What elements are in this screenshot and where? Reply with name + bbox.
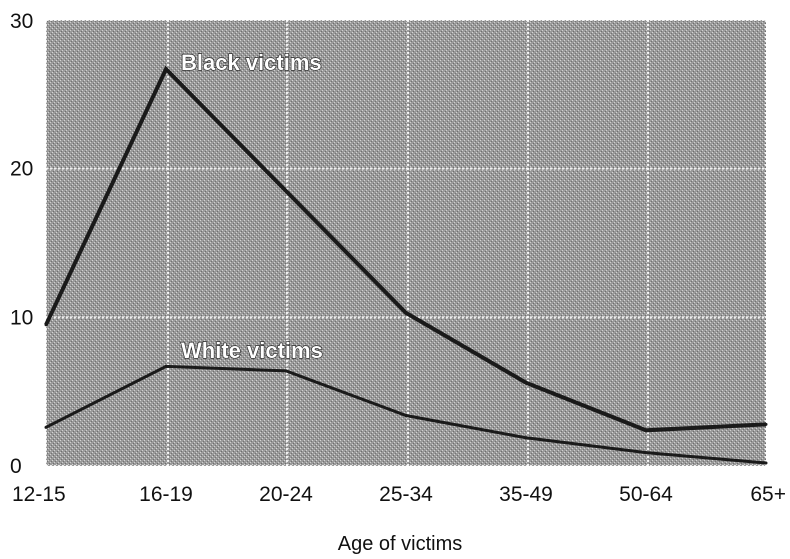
data-point bbox=[44, 425, 48, 429]
data-point bbox=[164, 364, 168, 368]
data-point bbox=[764, 422, 768, 426]
series-label: White victims bbox=[181, 338, 323, 363]
y-tick-label: 10 bbox=[10, 306, 33, 329]
data-point bbox=[284, 369, 288, 373]
series-label: Black victims bbox=[181, 50, 322, 75]
x-tick-label: 35-49 bbox=[499, 483, 553, 506]
x-tick-label: 20-24 bbox=[259, 483, 313, 506]
data-point bbox=[644, 451, 648, 455]
series-layer bbox=[44, 65, 768, 465]
y-tick-label: 20 bbox=[10, 158, 33, 181]
x-tick-label: 12-15 bbox=[12, 483, 66, 506]
labels-layer: Black victims White victims bbox=[180, 49, 323, 363]
x-tick-label: 25-34 bbox=[379, 483, 433, 506]
y-tick-label: 0 bbox=[10, 455, 22, 478]
y-tick-label: 30 bbox=[10, 10, 33, 33]
data-point bbox=[524, 381, 528, 385]
plot-background bbox=[46, 20, 766, 466]
x-axis-ticks: 12-15 16-19 20-24 25-34 35-49 50-64 65+ bbox=[12, 483, 786, 506]
data-point bbox=[404, 311, 408, 315]
x-tick-label: 50-64 bbox=[619, 483, 673, 506]
x-tick-label: 16-19 bbox=[139, 483, 193, 506]
x-tick-label: 65+ bbox=[750, 483, 786, 506]
y-axis-ticks: 0 10 20 30 bbox=[10, 10, 33, 478]
x-axis-title: Age of victims bbox=[338, 533, 462, 555]
gridlines bbox=[45, 19, 767, 467]
data-point bbox=[164, 67, 168, 71]
data-point bbox=[764, 461, 768, 465]
data-point bbox=[404, 413, 408, 417]
data-point bbox=[284, 189, 288, 193]
data-point bbox=[524, 436, 528, 440]
data-point bbox=[44, 323, 48, 327]
data-point bbox=[644, 428, 648, 432]
